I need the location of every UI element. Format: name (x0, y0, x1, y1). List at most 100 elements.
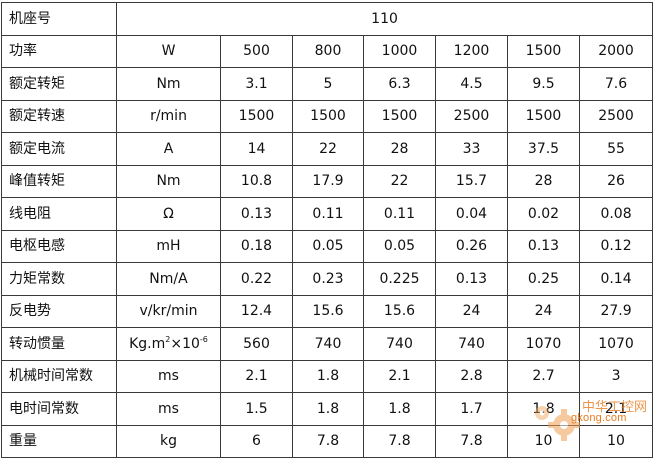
value-cell: 12.4 (220, 294, 293, 328)
row-label: 额定电流 (1, 132, 117, 166)
unit-multiplier: ×10 (170, 335, 200, 352)
unit-cell: Ω (116, 197, 221, 231)
value-cell: 0.23 (292, 262, 364, 296)
value-cell: 1500 (507, 99, 580, 133)
value-cell: 14 (220, 132, 293, 166)
row-label: 峰值转矩 (1, 164, 117, 198)
value-cell: 15.6 (292, 294, 364, 328)
value-cell: 22 (292, 132, 364, 166)
value-cell: 2.1 (363, 359, 436, 393)
value-cell: 24 (507, 294, 580, 328)
value-cell: 1.8 (507, 392, 580, 426)
value-cell: 7.8 (363, 424, 436, 458)
value-cell: 26 (578, 164, 654, 198)
value-cell: 6 (220, 424, 293, 458)
value-cell: 27.9 (578, 294, 654, 328)
value-cell: 1500 (292, 99, 364, 133)
row-label: 电时间常数 (1, 392, 117, 426)
value-cell: 0.225 (363, 262, 436, 296)
unit-cell: r/min (116, 99, 221, 133)
unit-cell: Nm (116, 67, 221, 101)
value-cell: 7.6 (578, 67, 654, 101)
watermark-text: 中华工控网 (582, 400, 647, 415)
row-label: 线电阻 (1, 197, 117, 231)
table-row-line-resistance: 线电阻 Ω 0.13 0.11 0.11 0.04 0.02 0.08 (1, 197, 654, 231)
value-cell: 0.18 (220, 229, 293, 263)
value-cell: 22 (363, 164, 436, 198)
row-label: 电枢电感 (1, 229, 117, 263)
gear-icon (548, 409, 580, 441)
table-row-back-emf: 反电势 v/kr/min 12.4 15.6 15.6 24 24 27.9 (1, 294, 654, 328)
value-cell: 560 (220, 327, 293, 361)
gear-icon (535, 406, 549, 420)
row-label: 机座号 (1, 2, 117, 36)
unit-cell: v/kr/min (116, 294, 221, 328)
unit-exponent: -6 (199, 334, 208, 344)
value-cell: 0.05 (363, 229, 436, 263)
row-label: 反电势 (1, 294, 117, 328)
value-cell: 1.8 (292, 392, 364, 426)
value-cell: 1.8 (363, 392, 436, 426)
value-cell: 5 (292, 67, 364, 101)
value-cell: 15.6 (363, 294, 436, 328)
table-row-torque-constant: 力矩常数 Nm/A 0.22 0.23 0.225 0.13 0.25 0.14 (1, 262, 654, 296)
row-label: 额定转矩 (1, 67, 117, 101)
row-label: 力矩常数 (1, 262, 117, 296)
value-cell: 1.8 (292, 359, 364, 393)
value-cell: 4.5 (435, 67, 508, 101)
value-cell: 17.9 (292, 164, 364, 198)
value-cell: 0.04 (435, 197, 508, 231)
table-row-rated-current: 额定电流 A 14 22 28 33 37.5 55 (1, 132, 654, 166)
value-cell: 2.8 (435, 359, 508, 393)
row-label: 重量 (1, 424, 117, 458)
value-cell: 0.25 (507, 262, 580, 296)
value-cell: 1000 (363, 34, 436, 68)
unit-base: Kg.m (129, 335, 166, 352)
value-cell: 9.5 (507, 67, 580, 101)
value-cell: 800 (292, 34, 364, 68)
unit-cell: Kg.m2×10-6 (116, 327, 221, 361)
value-cell: 10.8 (220, 164, 293, 198)
value-cell: 24 (435, 294, 508, 328)
table-row-power: 功率 W 500 800 1000 1200 1500 2000 (1, 34, 654, 68)
value-cell: 0.11 (363, 197, 436, 231)
value-cell: 0.11 (292, 197, 364, 231)
value-cell: 1200 (435, 34, 508, 68)
unit-cell: kg (116, 424, 221, 458)
unit-cell: A (116, 132, 221, 166)
table-row-rotor-inertia: 转动惯量 Kg.m2×10-6 560 740 740 740 1070 107… (1, 327, 654, 361)
table-row-rated-speed: 额定转速 r/min 1500 1500 1500 2500 1500 2500 (1, 99, 654, 133)
value-cell: 33 (435, 132, 508, 166)
row-label: 转动惯量 (1, 327, 117, 361)
value-cell: 55 (578, 132, 654, 166)
table-row-electrical-time-constant: 电时间常数 ms 1.5 1.8 1.8 1.7 1.8 2.1 (1, 392, 654, 426)
gkong-watermark-logo: 中华工控网 (535, 400, 647, 441)
unit-cell: ms (116, 392, 221, 426)
value-cell: 1500 (220, 99, 293, 133)
value-cell: 1500 (363, 99, 436, 133)
value-cell: 1500 (507, 34, 580, 68)
value-cell: 740 (363, 327, 436, 361)
value-cell: 2.1 (220, 359, 293, 393)
watermark-site: gkong.com (571, 412, 627, 424)
value-cell: 0.08 (578, 197, 654, 231)
value-cell: 2.7 (507, 359, 580, 393)
unit-cell: Nm/A (116, 262, 221, 296)
frame-size-value: 110 (115, 2, 654, 36)
value-cell: 0.14 (578, 262, 654, 296)
value-cell: 2000 (578, 34, 654, 68)
value-cell: 28 (363, 132, 436, 166)
value-cell: 1.7 (435, 392, 508, 426)
table-row-rated-torque: 额定转矩 Nm 3.1 5 6.3 4.5 9.5 7.6 (1, 67, 654, 101)
row-label: 机械时间常数 (1, 359, 117, 393)
value-cell: 0.26 (435, 229, 508, 263)
value-cell: 3.1 (220, 67, 293, 101)
table-row-frame-size: 机座号 110 (1, 2, 654, 36)
value-cell: 500 (220, 34, 293, 68)
table-row-peak-torque: 峰值转矩 Nm 10.8 17.9 22 15.7 28 26 (1, 164, 654, 198)
unit-exponent: 2 (165, 334, 171, 344)
value-cell: 28 (507, 164, 580, 198)
value-cell: 1070 (578, 327, 654, 361)
value-cell: 740 (292, 327, 364, 361)
